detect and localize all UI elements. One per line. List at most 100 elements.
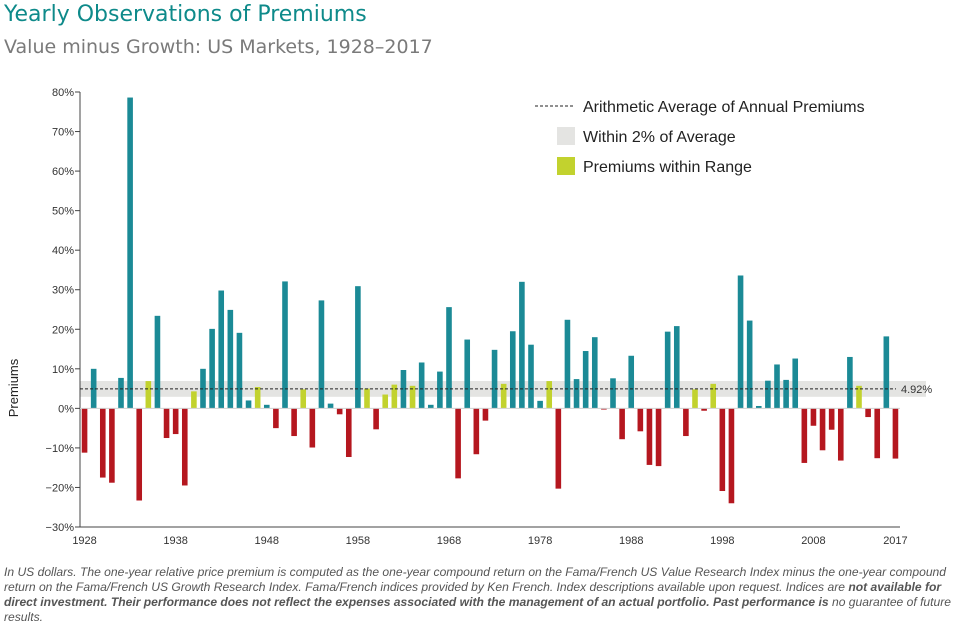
bar-1945	[236, 332, 243, 409]
bar-2007	[801, 408, 808, 463]
bar-1949	[273, 408, 279, 429]
bar-1929	[90, 368, 97, 409]
bar-1952	[300, 389, 307, 409]
x-tick-label: 1988	[619, 535, 643, 547]
x-tick-label: 1978	[528, 535, 552, 547]
bar-1936	[154, 315, 161, 409]
bar-1994	[683, 408, 689, 437]
bar-1997	[710, 383, 717, 409]
bar-1998	[719, 408, 726, 492]
bar-1932	[118, 377, 124, 409]
bar-2003	[765, 380, 771, 409]
bar-1943	[218, 290, 225, 409]
bar-1933	[127, 97, 133, 409]
bar-1999	[728, 408, 735, 504]
bar-2017	[892, 408, 899, 459]
bar-1968	[446, 307, 452, 409]
footnote-past-performance: no guarantee of future results.	[4, 595, 951, 624]
bar-1962	[391, 384, 398, 409]
bar-1973	[491, 349, 498, 409]
bar-2009	[819, 408, 826, 451]
bar-1988	[628, 355, 635, 409]
y-tick-label: −20%	[46, 482, 75, 494]
x-tick-label: 1938	[163, 535, 187, 547]
bar-1958	[355, 286, 361, 409]
bar-1987	[619, 408, 625, 440]
bar-1967	[437, 371, 443, 409]
bar-1991	[655, 408, 662, 467]
x-tick-label: 1958	[346, 535, 370, 547]
bar-1963	[400, 370, 407, 409]
premiums-bar-chart: −30% −20% −10% 0% 10% 20% 30% 40% 50% 60% 70% 80% 1…	[6, 87, 932, 547]
y-tick-label: 20%	[52, 324, 74, 336]
bar-1966	[427, 404, 434, 409]
footnote: In US dollars. The one-year relative pri…	[4, 565, 959, 625]
bar-1985	[601, 408, 607, 410]
bar-1981	[564, 319, 571, 409]
bar-1946	[245, 400, 252, 409]
bar-1954	[318, 300, 325, 409]
bar-1982	[573, 379, 580, 409]
bar-2013	[856, 385, 862, 409]
bar-1937	[163, 408, 170, 439]
bar-1956	[336, 408, 343, 415]
bar-1976	[519, 281, 525, 409]
bar-2005	[783, 379, 789, 409]
bar-1975	[509, 331, 516, 409]
bar-2012	[847, 356, 853, 409]
bar-1993	[673, 326, 680, 409]
x-tick-label: 2008	[801, 535, 825, 547]
bar-1990	[646, 408, 653, 465]
y-tick-label: 0%	[58, 403, 74, 415]
bar-1965	[418, 362, 425, 409]
bar-1992	[664, 331, 671, 409]
bar-1931	[109, 408, 115, 483]
bar-1980	[555, 408, 562, 489]
bar-1940	[191, 391, 197, 409]
chart-title: Yearly Observations of Premiums	[4, 2, 367, 27]
bar-1953	[309, 408, 316, 448]
bar-2014	[865, 408, 871, 418]
bar-2000	[737, 275, 744, 409]
bar-1983	[582, 351, 589, 409]
bar-2008	[810, 408, 817, 426]
y-tick-label: −10%	[46, 443, 75, 455]
y-tick-label: 50%	[52, 206, 74, 218]
bar-2001	[746, 320, 753, 409]
bar-1947	[254, 387, 261, 409]
bar-2010	[828, 408, 835, 430]
bar-2015	[874, 408, 881, 459]
x-tick-label: 1928	[72, 535, 96, 547]
y-tick-label: 60%	[52, 166, 74, 178]
y-axis-label: Premiums	[6, 358, 21, 417]
x-tick-label: 2017	[883, 535, 907, 547]
bar-2011	[837, 408, 844, 461]
legend-band-label: Within 2% of Average	[583, 129, 736, 146]
legend-in-range-swatch	[557, 157, 575, 175]
x-tick-label: 1968	[437, 535, 461, 547]
bar-1939	[181, 408, 188, 486]
bar-1955	[327, 403, 334, 409]
bar-1984	[591, 337, 598, 409]
bar-1942	[209, 328, 215, 409]
bar-1950	[282, 281, 288, 409]
bar-1978	[537, 400, 543, 409]
bar-1935	[145, 381, 152, 409]
legend-band-swatch	[557, 127, 575, 145]
y-tick-label: 70%	[52, 127, 74, 139]
bar-1948	[263, 404, 270, 409]
bar-2004	[774, 364, 780, 409]
footnote-disclaimer: not available for direct investment. The…	[4, 580, 942, 609]
bar-1951	[291, 408, 297, 437]
legend-in-range-label: Premiums within Range	[583, 159, 752, 176]
bar-1986	[610, 378, 616, 409]
bar-1961	[382, 394, 389, 409]
bar-1957	[345, 408, 352, 458]
bar-2016	[883, 336, 890, 409]
bar-1971	[473, 408, 480, 455]
y-tick-label: 10%	[52, 364, 74, 376]
bar-1995	[692, 389, 698, 409]
y-tick-label: 80%	[52, 87, 74, 99]
x-tick-label: 1948	[255, 535, 279, 547]
x-tick-label: 1998	[710, 535, 734, 547]
